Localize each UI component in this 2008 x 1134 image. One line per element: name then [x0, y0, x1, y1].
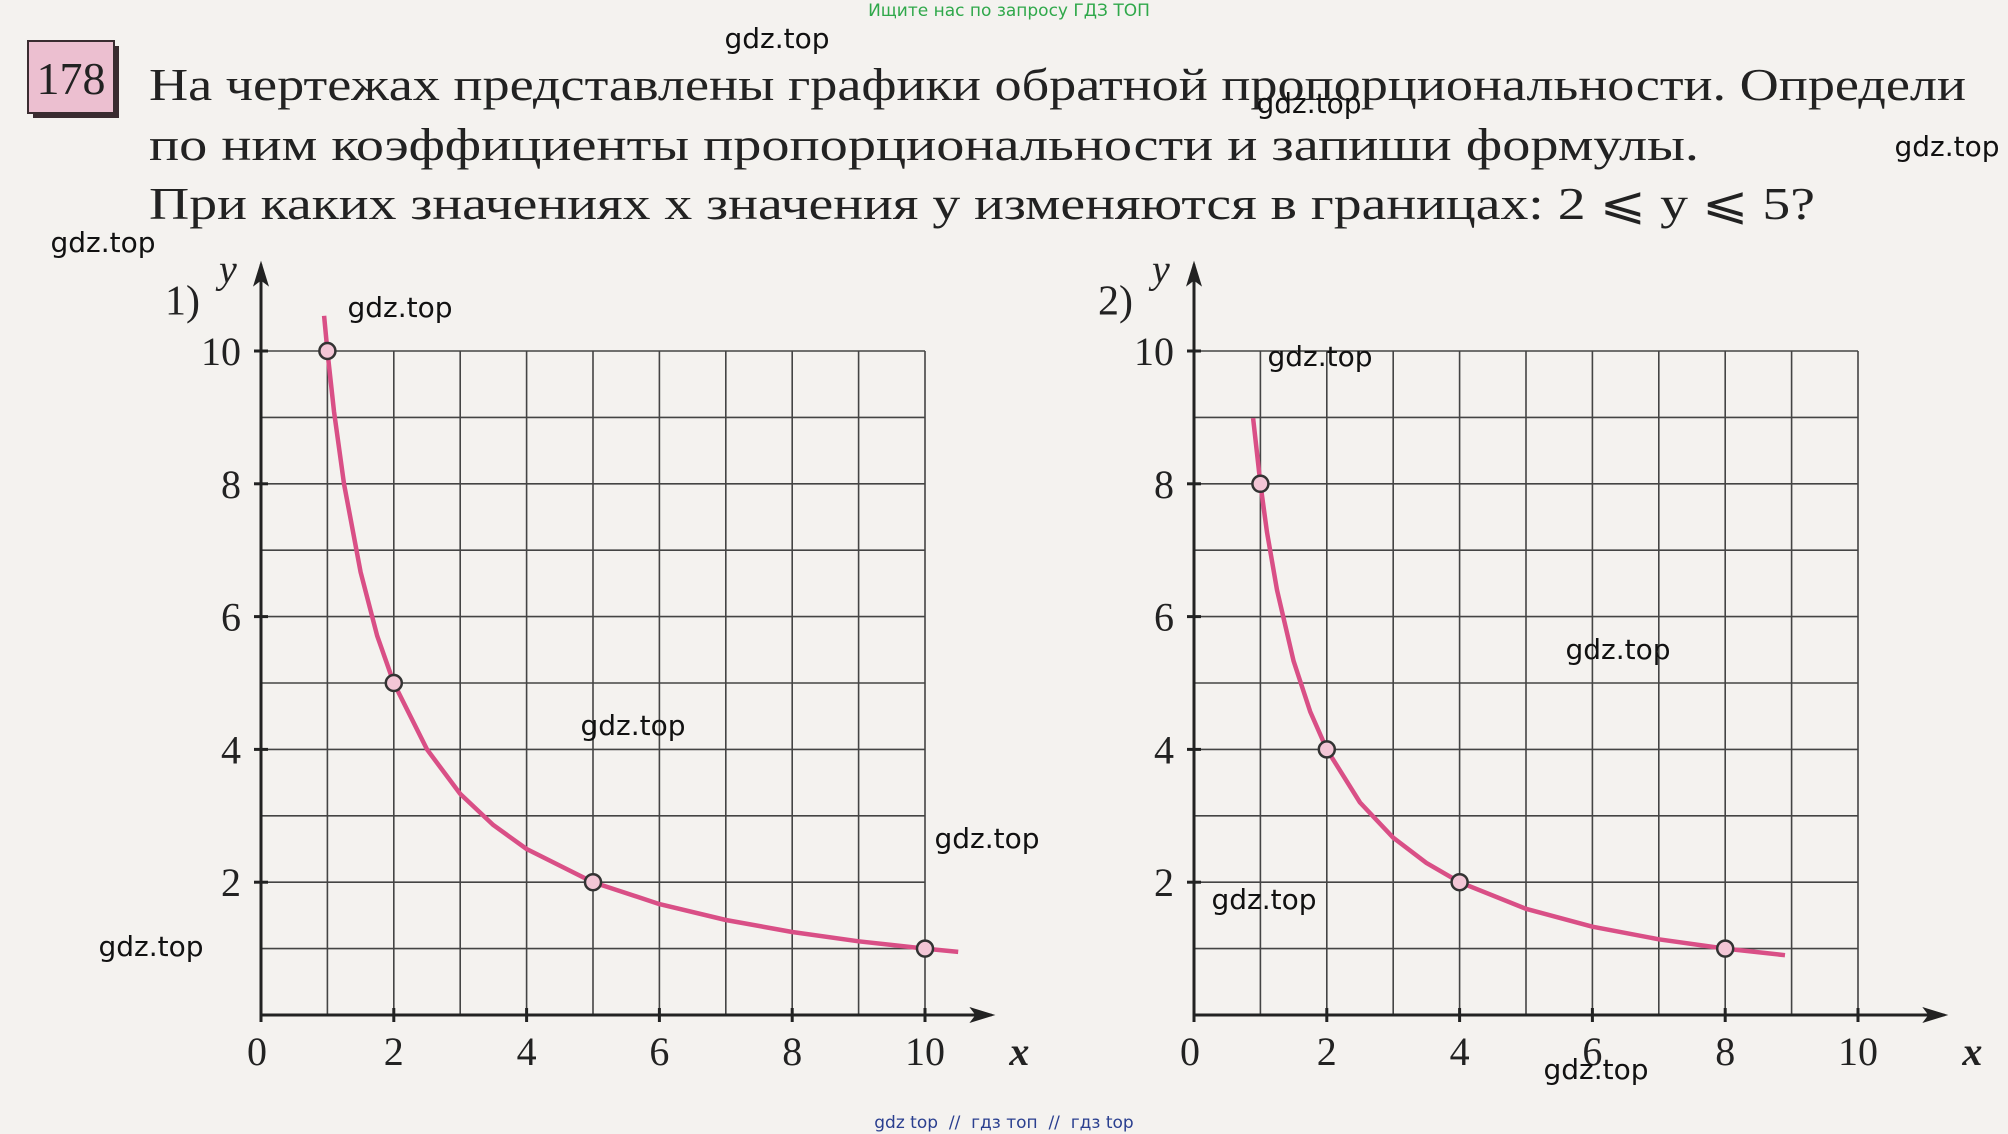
problem-number: 178 [37, 53, 106, 104]
y-tick-label: 4 [1154, 727, 1174, 772]
x-tick-label: 0 [247, 1029, 267, 1074]
point [1317, 740, 1337, 759]
x-tick-label: 4 [517, 1029, 537, 1074]
watermark: gdz.top [1543, 1053, 1648, 1086]
x-tick-label: 2 [1317, 1029, 1337, 1074]
x-tick-label: 10 [905, 1029, 945, 1074]
y-tick-label: 2 [1154, 860, 1174, 905]
point [583, 872, 603, 892]
x-tick-label: 10 [1838, 1029, 1878, 1074]
footer: gdz top // гдз топ // гдз top [874, 1113, 1133, 1133]
y-tick-label: 6 [1154, 595, 1174, 640]
y-axis-label: y [215, 247, 237, 292]
watermark: gdz.top [98, 930, 203, 963]
y-axis-arrow [253, 260, 269, 287]
x-axis-arrow [969, 1007, 996, 1023]
x-axis-label: x [1961, 1029, 1982, 1074]
watermark: gdz.top [1267, 340, 1372, 373]
watermark: gdz.top [580, 709, 685, 742]
charts: x y 1) 0 2 4 6 8 10 2 4 6 8 10 x y 2) 0 2 4 6 8 10 2 4 6 8 10 [165, 247, 1982, 1074]
problem-line: по ним коэффициенты пропорциональности и… [149, 119, 1699, 170]
x-tick-label: 8 [782, 1029, 802, 1074]
curve [1250, 417, 1786, 958]
watermark: gdz.top [724, 22, 829, 55]
watermark: gdz.top [50, 226, 155, 259]
x-tick-label: 6 [1582, 1029, 1602, 1074]
x-axis-label: x [1008, 1029, 1029, 1074]
y-tick-label: 2 [221, 860, 241, 905]
watermark: gdz.top [1211, 883, 1316, 916]
chart-title: 1) [165, 279, 200, 325]
point [1450, 872, 1469, 892]
watermark: gdz.top [1565, 633, 1670, 666]
y-axis-label: y [1148, 247, 1170, 292]
watermarks: gdz.top gdz.top gdz.top gdz.top gdz.top gdz.t… [50, 22, 1999, 1086]
point [318, 341, 337, 361]
x-axis-arrow [1922, 1007, 1949, 1023]
watermark: gdz.top [347, 291, 452, 324]
x-tick-label: 4 [1450, 1029, 1470, 1074]
curve [321, 315, 959, 955]
point [1715, 939, 1735, 958]
y-tick-label: 10 [201, 329, 241, 374]
x-tick-label: 6 [649, 1029, 669, 1074]
watermark: gdz.top [1894, 130, 1999, 163]
problem-line: На чертежах представлены графики обратно… [149, 59, 1966, 110]
point [1251, 474, 1270, 494]
x-tick-label: 0 [1180, 1029, 1200, 1074]
point [384, 673, 404, 693]
x-tick-label: 2 [384, 1029, 404, 1074]
chart-title: 2) [1098, 279, 1133, 325]
y-tick-label: 8 [1154, 462, 1174, 507]
y-tick-label: 10 [1134, 329, 1174, 374]
y-tick-label: 8 [221, 462, 241, 507]
x-tick-label: 8 [1715, 1029, 1735, 1074]
banner: Ищите нас по запросу ГДЗ ТОП [868, 1, 1150, 21]
y-axis-arrow [1186, 260, 1202, 287]
problem-line: При каких значениях x значения y изменяю… [149, 178, 1815, 229]
watermark: gdz.top [934, 822, 1039, 855]
point [915, 939, 935, 958]
watermark: gdz.top [1256, 87, 1361, 120]
y-tick-label: 4 [221, 727, 241, 772]
number-box [27, 40, 115, 114]
y-tick-label: 6 [221, 595, 241, 640]
